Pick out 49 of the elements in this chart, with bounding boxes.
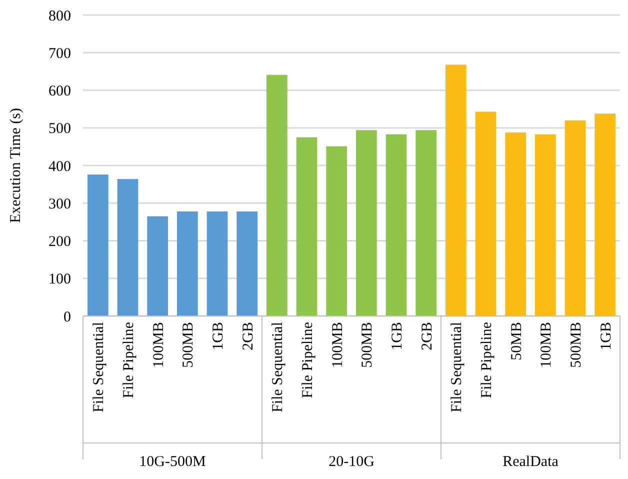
x-tick-label: 1GB <box>210 322 226 350</box>
bar <box>594 114 616 316</box>
text: 10G-500M <box>139 454 206 470</box>
y-tick-label: 500 <box>48 121 71 138</box>
bar <box>326 146 348 316</box>
text: RealData <box>502 454 559 470</box>
x-tick-label: File Sequential <box>449 322 466 412</box>
bar <box>176 211 198 316</box>
y-tick-label: 400 <box>48 158 71 175</box>
x-tick-label: File Sequential <box>270 322 286 412</box>
bar <box>505 132 526 316</box>
y-tick-label: 200 <box>48 234 71 250</box>
bar <box>147 216 168 316</box>
bar <box>206 211 228 316</box>
bar <box>87 174 108 316</box>
bar <box>266 74 288 316</box>
bar <box>416 130 437 316</box>
x-tick-label: 500MB <box>360 322 376 368</box>
x-tick-label: 1GB <box>390 322 406 350</box>
x-tick-label: File Pipeline <box>300 322 316 398</box>
bar <box>236 211 258 316</box>
bar <box>534 134 556 316</box>
x-tick-label: 100MB <box>330 322 346 368</box>
y-tick-label: 700 <box>48 46 71 62</box>
x-tick-label: File Pipeline <box>121 322 137 398</box>
bar <box>445 64 466 316</box>
y-tick-label: 800 <box>48 8 71 24</box>
x-tick-label: 500MB <box>180 322 197 368</box>
x-tick-label: 50MB <box>508 322 525 360</box>
y-tick-label: 100 <box>48 272 71 288</box>
x-tick-label: File Sequential <box>91 322 108 412</box>
x-tick-label: 500MB <box>568 322 584 368</box>
bar <box>475 112 496 316</box>
y-tick-label: 0 <box>64 309 71 326</box>
bar <box>564 120 586 316</box>
bar <box>117 179 138 316</box>
text: 20-10G <box>328 454 375 470</box>
x-tick-label: File Pipeline <box>479 322 495 398</box>
x-tick-label: 100MB <box>150 322 167 368</box>
y-axis-title: Execution Time (s) <box>8 108 24 223</box>
y-tick-label: 300 <box>48 196 71 212</box>
x-tick-label: 1GB <box>598 322 614 350</box>
bar <box>296 137 318 316</box>
y-tick-label: 600 <box>48 84 71 100</box>
bar <box>356 130 377 316</box>
x-tick-label: 100MB <box>538 322 555 368</box>
x-tick-label: 2GB <box>419 322 436 350</box>
bar <box>386 134 407 316</box>
x-tick-label: 2GB <box>240 322 256 350</box>
